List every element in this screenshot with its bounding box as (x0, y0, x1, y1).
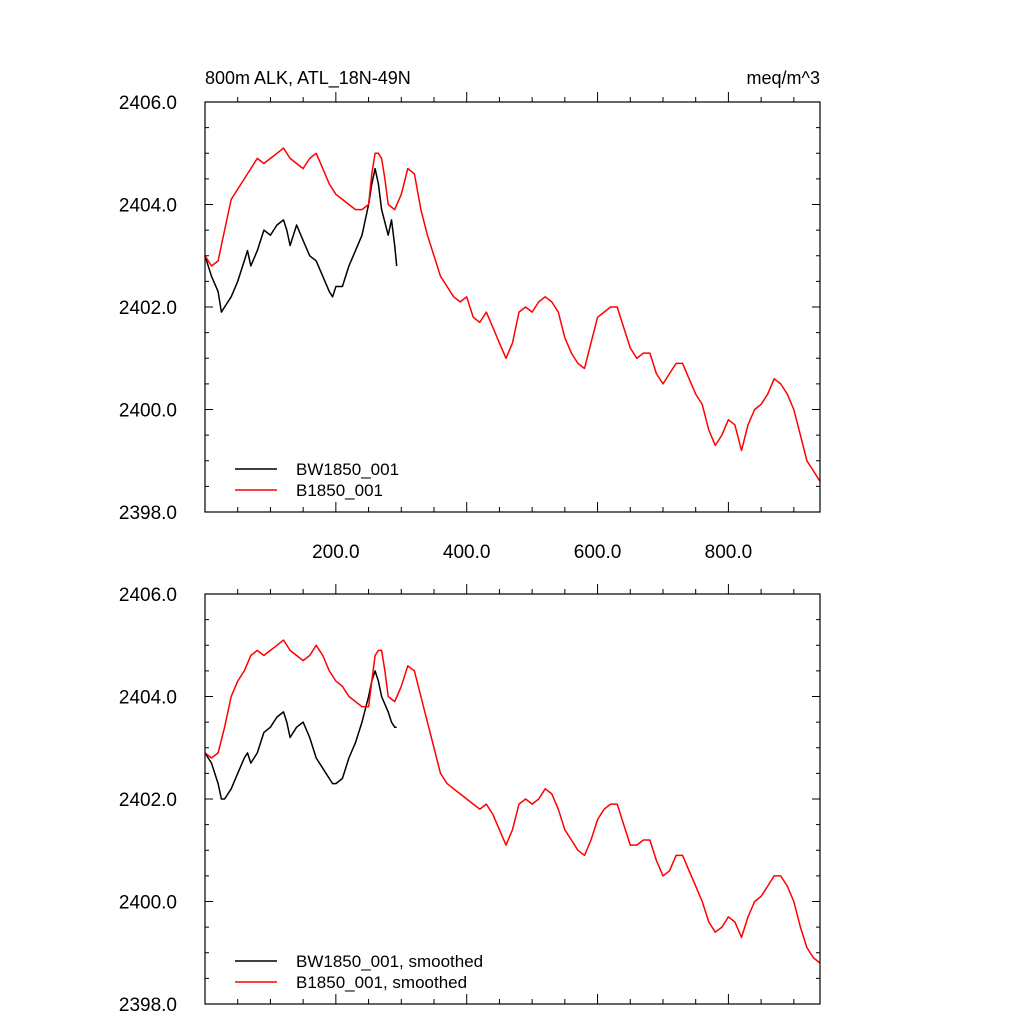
bottom-panel-ytick-label: 2400.0 (119, 893, 177, 914)
top-panel-ticks: 2398.0 2400.0 2402.0 2404.0 2406.0 200.0 400.0… (119, 92, 820, 563)
bottom-panel-legend-label-0: BW1850_001, smoothed (296, 952, 483, 971)
top-panel-xtick-label: 800.0 (705, 542, 753, 563)
top-panel-series-group (204, 147, 821, 482)
bottom-panel-ytick-label: 2406.0 (119, 585, 177, 606)
top-panel-legend-label-1: B1850_001 (296, 481, 383, 500)
top-panel-ytick-label: 2398.0 (119, 503, 177, 524)
top-panel-ytick-label: 2404.0 (119, 196, 177, 217)
top-panel-ytick-label: 2402.0 (119, 298, 177, 319)
top-panel-units: meq/m^3 (747, 68, 820, 88)
bottom-panel-ticks: 2398.0 2400.0 2402.0 2404.0 2406.0 (119, 584, 820, 1016)
top-panel-series-line-1 (204, 147, 821, 482)
bottom-panel: 2398.0 2400.0 2402.0 2404.0 2406.0 BW1850_00… (119, 584, 821, 1016)
top-panel: 800m ALK, ATL_18N-49N meq/m^3 2398.0 2400… (119, 68, 821, 563)
top-panel-ytick-label: 2406.0 (119, 93, 177, 114)
bottom-panel-ytick-label: 2402.0 (119, 790, 177, 811)
bottom-panel-series-line-0 (204, 670, 397, 800)
top-panel-xtick-label: 600.0 (574, 542, 622, 563)
top-panel-ytick-label: 2400.0 (119, 401, 177, 422)
top-panel-series-line-0 (204, 167, 398, 313)
top-panel-xtick-label: 400.0 (443, 542, 491, 563)
bottom-panel-ytick-label: 2398.0 (119, 995, 177, 1016)
bottom-panel-series-line-1 (204, 639, 821, 964)
bottom-panel-series-group (204, 639, 821, 964)
top-panel-xtick-label: 200.0 (312, 542, 360, 563)
top-panel-title: 800m ALK, ATL_18N-49N (205, 68, 411, 89)
bottom-panel-legend: BW1850_001, smoothed B1850_001, smoothed (235, 952, 483, 992)
top-panel-legend: BW1850_001 B1850_001 (235, 460, 399, 500)
top-panel-legend-label-0: BW1850_001 (296, 460, 399, 479)
bottom-panel-legend-label-1: B1850_001, smoothed (296, 973, 467, 992)
bottom-panel-ytick-label: 2404.0 (119, 688, 177, 709)
